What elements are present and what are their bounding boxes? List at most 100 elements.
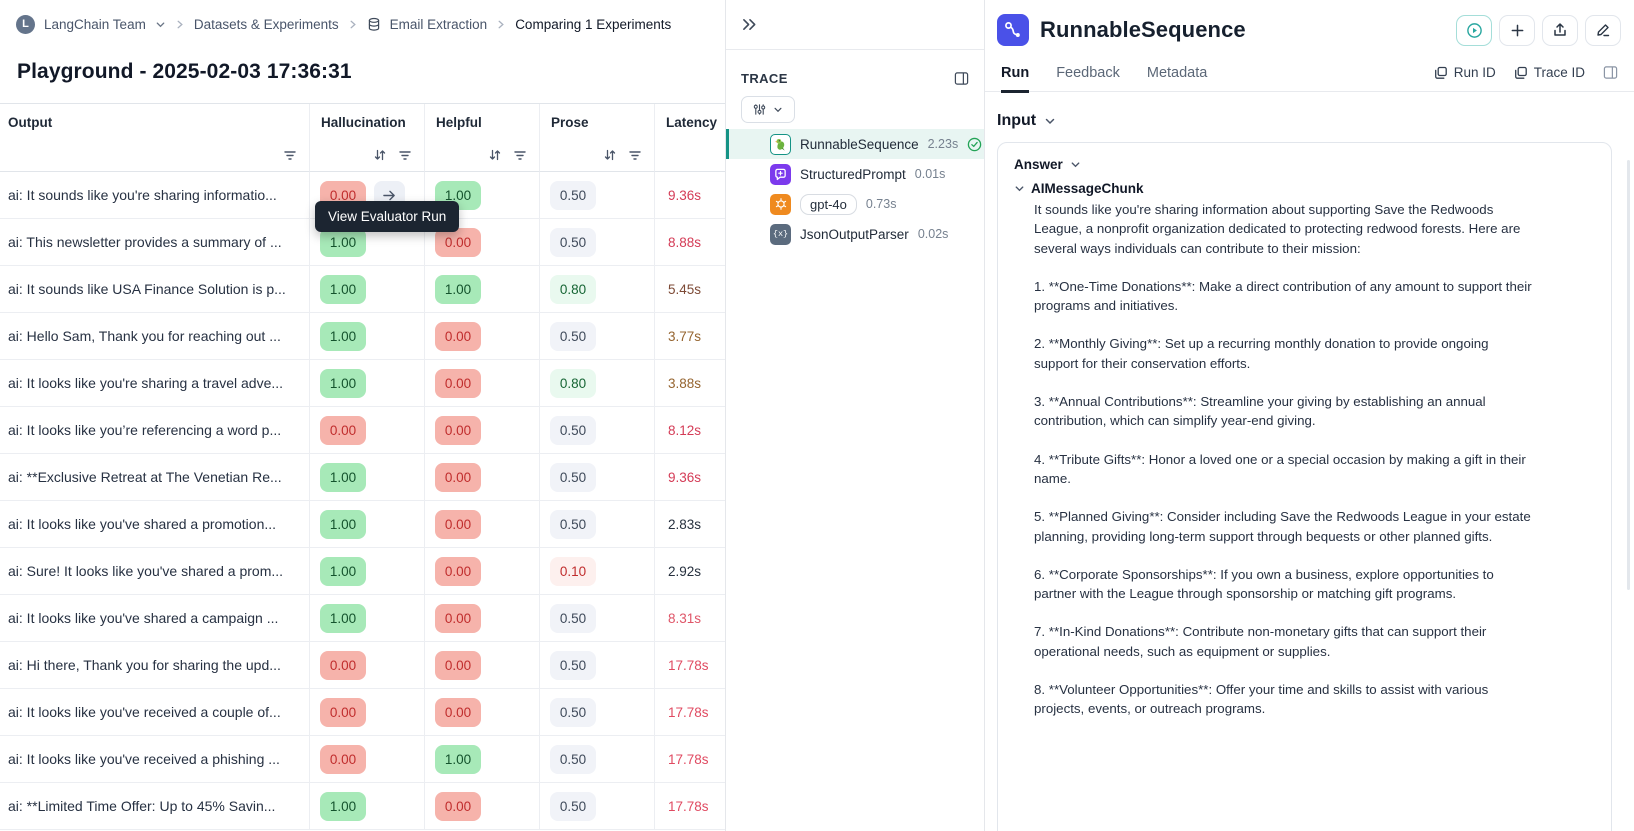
prose-score-badge[interactable]: 0.50: [550, 509, 596, 539]
playground-button[interactable]: [1456, 14, 1492, 46]
hallucination-score-badge[interactable]: 1.00: [320, 368, 366, 398]
hallucination-cell[interactable]: 1.00: [310, 360, 425, 407]
output-cell[interactable]: ai: It looks like you've shared a promot…: [0, 501, 310, 548]
helpful-score-badge[interactable]: 0.00: [435, 227, 481, 257]
helpful-score-badge[interactable]: 0.00: [435, 603, 481, 633]
hallucination-score-badge[interactable]: 1.00: [320, 321, 366, 351]
prose-score-badge[interactable]: 0.10: [550, 556, 596, 586]
output-cell[interactable]: ai: It looks like you've received a phis…: [0, 736, 310, 783]
filter-icon[interactable]: [283, 148, 297, 162]
latency-cell[interactable]: 2.83s: [655, 501, 725, 548]
hallucination-score-badge[interactable]: 1.00: [320, 274, 366, 304]
chevron-down-icon[interactable]: [1070, 159, 1081, 170]
prose-cell[interactable]: 0.50: [540, 407, 655, 454]
helpful-score-badge[interactable]: 1.00: [435, 274, 481, 304]
hallucination-cell[interactable]: 0.00: [310, 642, 425, 689]
scrollbar[interactable]: [1627, 160, 1630, 590]
output-cell[interactable]: ai: Hello Sam, Thank you for reaching ou…: [0, 313, 310, 360]
breadcrumb-dataset[interactable]: Email Extraction: [389, 16, 488, 32]
open-side-panel-icon[interactable]: [1603, 65, 1618, 80]
prose-score-badge[interactable]: 0.80: [550, 368, 596, 398]
output-cell[interactable]: ai: **Exclusive Retreat at The Venetian …: [0, 454, 310, 501]
prose-score-badge[interactable]: 0.50: [550, 462, 596, 492]
latency-cell[interactable]: 3.77s: [655, 313, 725, 360]
helpful-score-badge[interactable]: 0.00: [435, 697, 481, 727]
prose-cell[interactable]: 0.50: [540, 501, 655, 548]
hallucination-score-badge[interactable]: 0.00: [320, 697, 366, 727]
trace-item-runnablesequence[interactable]: RunnableSequence 2.23s: [726, 129, 984, 159]
filter-icon[interactable]: [398, 148, 412, 162]
helpful-cell[interactable]: 0.00: [425, 595, 540, 642]
tab-metadata[interactable]: Metadata: [1146, 64, 1208, 81]
prose-cell[interactable]: 0.50: [540, 313, 655, 360]
latency-cell[interactable]: 9.36s: [655, 172, 725, 219]
share-button[interactable]: [1542, 14, 1578, 46]
prose-cell[interactable]: 0.80: [540, 360, 655, 407]
copy-run-id-button[interactable]: Run ID: [1434, 65, 1496, 80]
hallucination-score-badge[interactable]: 1.00: [320, 791, 366, 821]
latency-cell[interactable]: 9.36s: [655, 454, 725, 501]
helpful-score-badge[interactable]: 0.00: [435, 462, 481, 492]
prose-score-badge[interactable]: 0.50: [550, 697, 596, 727]
prose-score-badge[interactable]: 0.50: [550, 415, 596, 445]
breadcrumb-datasets[interactable]: Datasets & Experiments: [193, 16, 339, 32]
hallucination-score-badge[interactable]: 1.00: [320, 556, 366, 586]
helpful-cell[interactable]: 0.00: [425, 642, 540, 689]
hallucination-cell[interactable]: 1.00: [310, 548, 425, 595]
helpful-cell[interactable]: 0.00: [425, 501, 540, 548]
latency-cell[interactable]: 17.78s: [655, 642, 725, 689]
hallucination-score-badge[interactable]: 1.00: [320, 603, 366, 633]
prose-score-badge[interactable]: 0.50: [550, 744, 596, 774]
breadcrumb-team[interactable]: LangChain Team: [44, 16, 146, 32]
add-button[interactable]: [1499, 14, 1535, 46]
hallucination-score-badge[interactable]: 0.00: [320, 650, 366, 680]
helpful-cell[interactable]: 0.00: [425, 548, 540, 595]
hallucination-score-badge[interactable]: 1.00: [320, 227, 366, 257]
hallucination-score-badge[interactable]: 1.00: [320, 462, 366, 492]
latency-cell[interactable]: 8.31s: [655, 595, 725, 642]
helpful-cell[interactable]: 0.00: [425, 783, 540, 830]
prose-cell[interactable]: 0.50: [540, 642, 655, 689]
hallucination-score-badge[interactable]: 1.00: [320, 509, 366, 539]
output-cell[interactable]: ai: It sounds like USA Finance Solution …: [0, 266, 310, 313]
latency-cell[interactable]: 17.78s: [655, 689, 725, 736]
prose-cell[interactable]: 0.50: [540, 454, 655, 501]
prose-cell[interactable]: 0.80: [540, 266, 655, 313]
tab-feedback[interactable]: Feedback: [1056, 64, 1120, 81]
hallucination-cell[interactable]: 1.00: [310, 783, 425, 830]
hallucination-cell[interactable]: 1.00: [310, 454, 425, 501]
trace-item-gpt-4o[interactable]: gpt-4o 0.73s: [726, 189, 984, 219]
helpful-cell[interactable]: 1.00: [425, 266, 540, 313]
latency-cell[interactable]: 17.78s: [655, 783, 725, 830]
sort-icon[interactable]: [603, 148, 617, 162]
hallucination-cell[interactable]: 0.00: [310, 736, 425, 783]
prose-cell[interactable]: 0.50: [540, 689, 655, 736]
output-cell[interactable]: ai: **Limited Time Offer: Up to 45% Savi…: [0, 783, 310, 830]
helpful-cell[interactable]: 0.00: [425, 689, 540, 736]
chevron-down-icon[interactable]: [155, 19, 166, 30]
helpful-cell[interactable]: 0.00: [425, 313, 540, 360]
prose-score-badge[interactable]: 0.50: [550, 650, 596, 680]
helpful-score-badge[interactable]: 0.00: [435, 321, 481, 351]
tab-run[interactable]: Run: [1001, 54, 1030, 93]
helpful-score-badge[interactable]: 0.00: [435, 368, 481, 398]
helpful-score-badge[interactable]: 0.00: [435, 509, 481, 539]
prose-cell[interactable]: 0.50: [540, 219, 655, 266]
filter-icon[interactable]: [513, 148, 527, 162]
hallucination-score-badge[interactable]: 0.00: [320, 415, 366, 445]
hallucination-cell[interactable]: 1.00: [310, 313, 425, 360]
sort-icon[interactable]: [488, 148, 502, 162]
latency-cell[interactable]: 8.12s: [655, 407, 725, 454]
latency-cell[interactable]: 3.88s: [655, 360, 725, 407]
output-cell[interactable]: ai: It looks like you’re referencing a w…: [0, 407, 310, 454]
prose-score-badge[interactable]: 0.50: [550, 603, 596, 633]
helpful-cell[interactable]: 0.00: [425, 407, 540, 454]
hallucination-cell[interactable]: 1.00: [310, 266, 425, 313]
open-side-panel-icon[interactable]: [954, 71, 969, 86]
chevron-down-icon[interactable]: [1044, 115, 1056, 127]
trace-filter-button[interactable]: [741, 96, 795, 123]
prose-score-badge[interactable]: 0.80: [550, 274, 596, 304]
collapse-panel-icon[interactable]: [741, 17, 758, 32]
hallucination-cell[interactable]: 0.00: [310, 689, 425, 736]
hallucination-cell[interactable]: 1.00: [310, 219, 425, 266]
